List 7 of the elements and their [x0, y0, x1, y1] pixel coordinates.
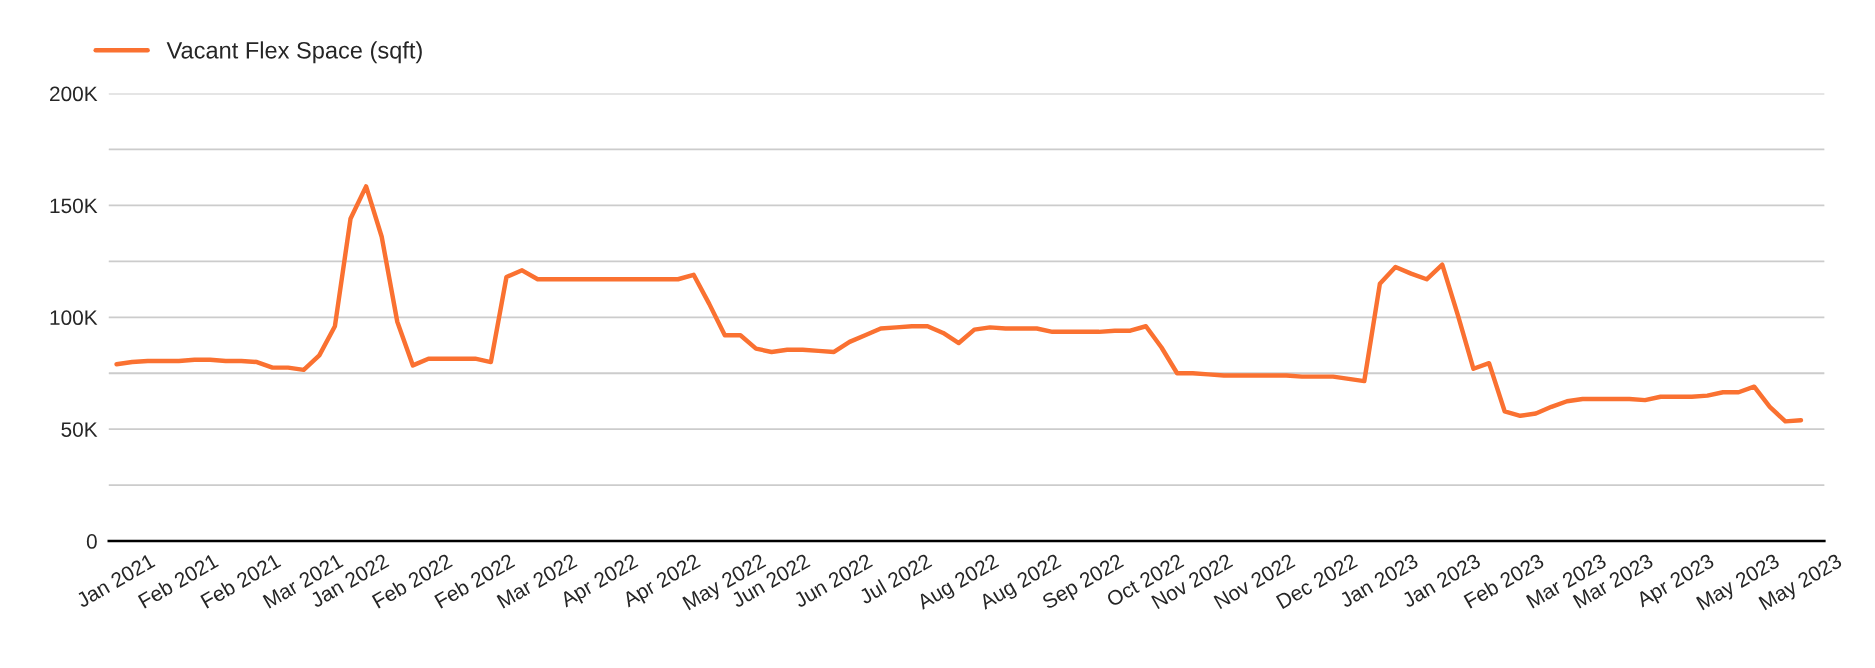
y-tick-label: 100K: [50, 310, 98, 326]
y-tick-label: 0: [86, 534, 97, 549]
y-tick-label: 50K: [61, 422, 98, 437]
y-tick-label: 200K: [50, 86, 98, 102]
line-series: [114, 184, 1804, 424]
y-tick-label: 150K: [50, 198, 98, 214]
legend-label: Vacant Flex Space (sqft): [166, 41, 422, 64]
